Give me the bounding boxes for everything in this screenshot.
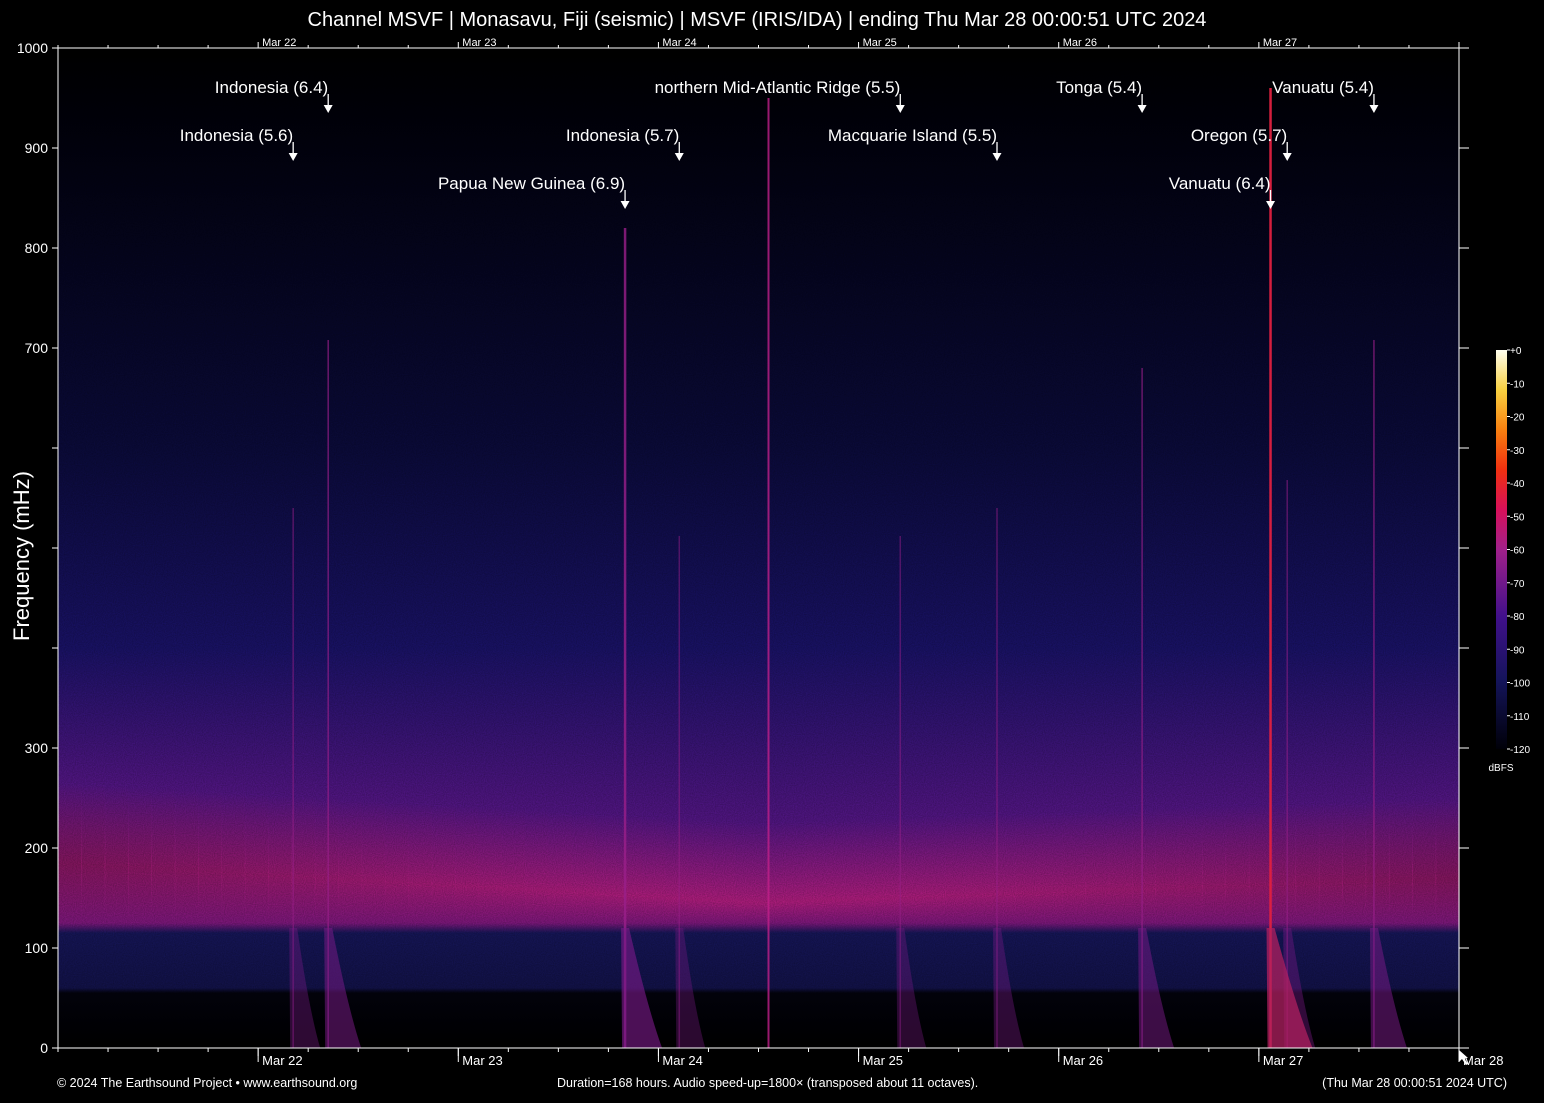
event-coda [289,928,321,1048]
down-arrow-icon [1282,153,1292,161]
y-tick-label: 300 [25,740,49,756]
event-label: Macquarie Island (5.5) [828,126,997,145]
x-top-tick-label: Mar 26 [1063,37,1097,49]
noise-texture [58,48,1459,1048]
down-arrow-icon [1137,105,1147,113]
colorbar-tick-label: -70 [1510,579,1525,590]
x-top-tick-label: Mar 24 [662,37,696,49]
x-top-tick-label: Mar 25 [863,37,897,49]
footer-duration: Duration=168 hours. Audio speed-up=1800×… [557,1076,979,1090]
event-label: Indonesia (5.7) [566,126,679,145]
x-top-tick-label: Mar 23 [462,37,496,49]
y-tick-label: 100 [25,940,49,956]
y-tick-label: 200 [25,840,49,856]
y-tick-label: 700 [25,340,49,356]
down-arrow-icon [895,105,905,113]
x-top-tick-label: Mar 27 [1263,37,1297,49]
down-arrow-icon [323,105,333,113]
colorbar-tick-label: -80 [1510,612,1525,623]
colorbar-unit-label: dBFS [1488,763,1513,774]
event-label: Papua New Guinea (6.9) [438,174,625,193]
event-coda [1138,928,1175,1048]
event-coda [993,928,1025,1048]
event-label: Oregon (5.7) [1191,126,1287,145]
x-tick-label: Mar 25 [863,1053,903,1068]
event-coda [1369,928,1407,1048]
x-tick-label: Mar 28 [1463,1053,1503,1068]
event-coda [621,928,663,1048]
colorbar-tick-label: -10 [1510,379,1525,390]
colorbar-tick-label: -100 [1510,679,1530,690]
event-label: Indonesia (5.6) [180,126,293,145]
colorbar-tick-label: -50 [1510,512,1525,523]
y-tick-label: 900 [25,140,49,156]
y-axis-label: Frequency (mHz) [9,471,34,641]
colorbar-tick-label: -40 [1510,479,1525,490]
y-tick-label: 0 [40,1040,48,1056]
event-label: Tonga (5.4) [1056,78,1142,97]
x-tick-label: Mar 24 [662,1053,702,1068]
colorbar-tick-label: -20 [1510,413,1525,424]
down-arrow-icon [1369,105,1379,113]
event-coda [675,928,706,1048]
chart-title: Channel MSVF | Monasavu, Fiji (seismic) … [307,9,1207,31]
x-tick-label: Mar 22 [262,1053,302,1068]
event-coda [324,928,362,1048]
y-tick-label: 1000 [17,40,48,56]
x-tick-label: Mar 27 [1263,1053,1303,1068]
event-label: northern Mid-Atlantic Ridge (5.5) [655,78,901,97]
x-tick-label: Mar 23 [462,1053,502,1068]
down-arrow-icon [620,201,630,209]
footer-timestamp: (Thu Mar 28 00:00:51 2024 UTC) [1322,1076,1507,1090]
down-arrow-icon [992,153,1002,161]
footer-copyright: © 2024 The Earthsound Project • www.eart… [57,1076,358,1090]
y-tick-label: 800 [25,240,49,256]
cursor-icon [1459,1050,1468,1065]
colorbar-tick-label: -110 [1510,712,1530,723]
colorbar-tick-label: -120 [1510,745,1530,756]
event-label: Indonesia (6.4) [215,78,328,97]
x-tick-label: Mar 26 [1063,1053,1103,1068]
colorbar-tick-label: -60 [1510,546,1525,557]
event-label: Vanuatu (6.4) [1169,174,1271,193]
event-label: Vanuatu (5.4) [1272,78,1374,97]
colorbar [1496,350,1507,749]
x-top-tick-label: Mar 22 [262,37,296,49]
event-coda [896,928,927,1048]
event-coda [1266,928,1313,1048]
down-arrow-icon [1266,201,1276,209]
colorbar-tick-label: -90 [1510,645,1525,656]
down-arrow-icon [288,153,298,161]
down-arrow-icon [674,153,684,161]
colorbar-tick-label: -30 [1510,446,1525,457]
colorbar-tick-label: +0 [1510,346,1522,357]
